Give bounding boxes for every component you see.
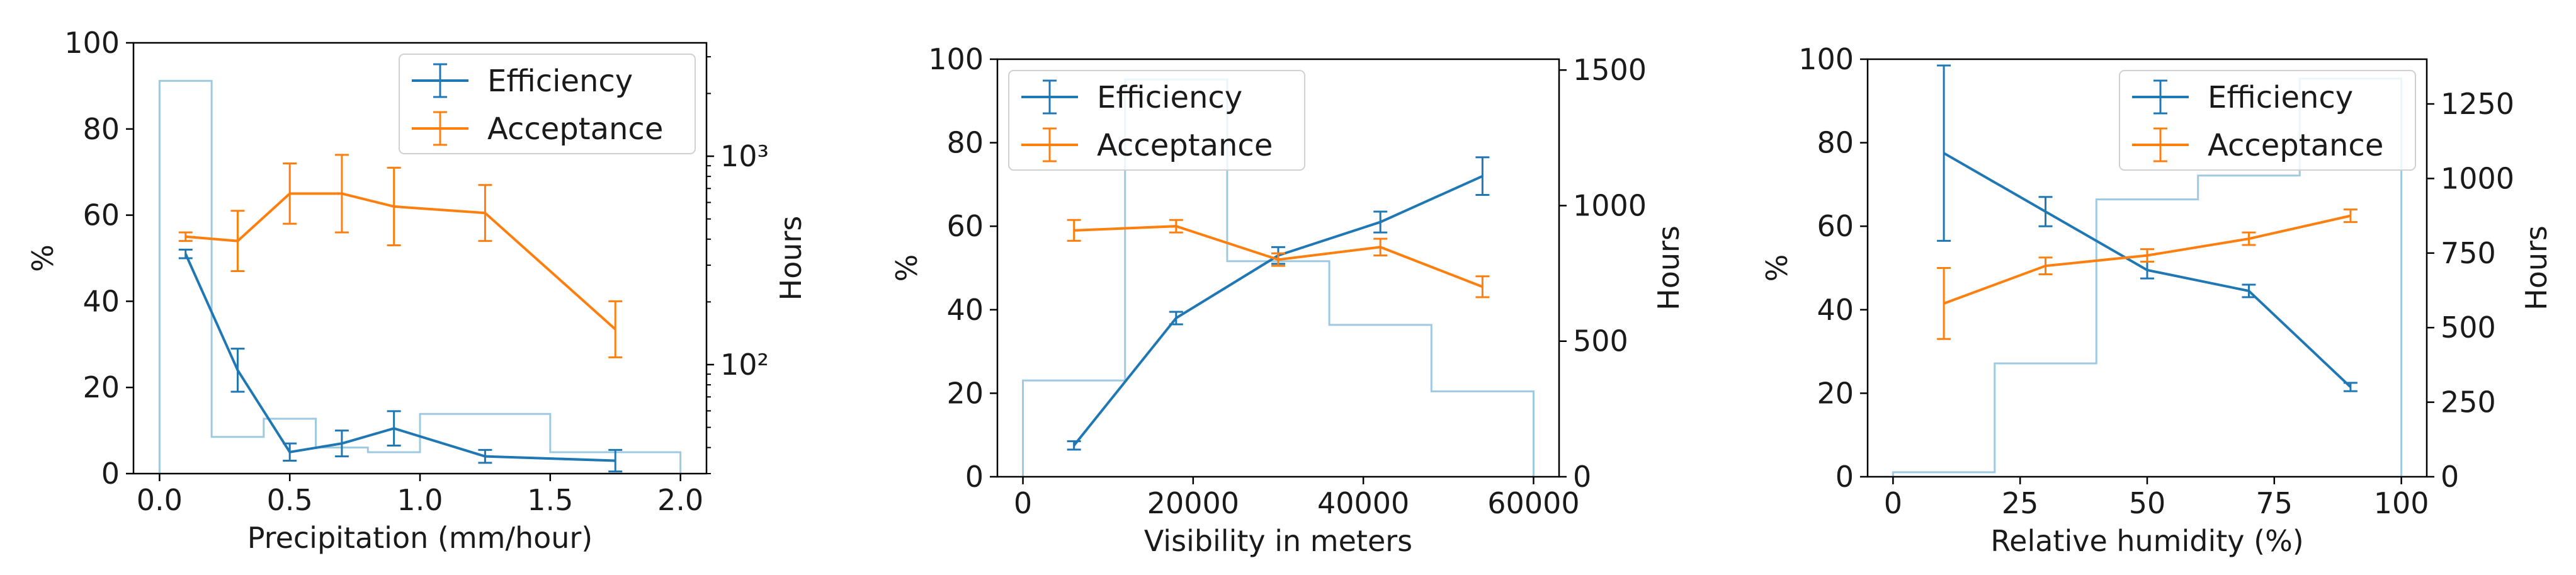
y2-axis-label: Hours bbox=[2519, 225, 2553, 310]
y-axis-label: % bbox=[26, 244, 60, 272]
x-tick-label: 75 bbox=[2256, 486, 2293, 520]
y2-tick-label: 500 bbox=[2441, 310, 2496, 344]
x-axis-label: Precipitation (mm/hour) bbox=[247, 521, 593, 555]
x-tick-label: 20000 bbox=[1147, 486, 1239, 520]
y-tick-label: 80 bbox=[946, 126, 984, 160]
y-tick-label: 100 bbox=[64, 26, 120, 60]
legend: Efficiency Acceptance bbox=[2119, 70, 2416, 171]
x-tick-label: 2.0 bbox=[657, 483, 703, 517]
y2-tick-label: 250 bbox=[2441, 385, 2496, 419]
legend: Efficiency Acceptance bbox=[1008, 70, 1305, 171]
legend-box bbox=[2119, 70, 2416, 171]
y-tick-label: 60 bbox=[82, 198, 120, 232]
x-axis-label: Relative humidity (%) bbox=[1990, 524, 2304, 558]
x-tick-label: 40000 bbox=[1317, 486, 1409, 520]
x-tick-label: 25 bbox=[2002, 486, 2039, 520]
acceptance-line bbox=[185, 192, 616, 331]
x-tick-label: 1.5 bbox=[527, 483, 573, 517]
y-tick-label: 100 bbox=[928, 42, 984, 76]
legend-label-acceptance: Acceptance bbox=[2208, 128, 2383, 163]
y2-tick-label: 0 bbox=[2441, 460, 2459, 494]
y-axis-label: % bbox=[1760, 254, 1794, 282]
axes-frame bbox=[996, 58, 1560, 478]
y-tick-label: 80 bbox=[82, 112, 120, 146]
x-tick-label: 0.0 bbox=[137, 483, 183, 517]
legend-label-acceptance: Acceptance bbox=[487, 111, 663, 147]
x-tick-label: 100 bbox=[2374, 486, 2429, 520]
legend-label-efficiency: Efficiency bbox=[2208, 80, 2353, 115]
x-tick-label: 1.0 bbox=[397, 483, 443, 517]
chart-panel-humidity: 0 25 50 75 100020406080100025050075010001250… bbox=[1760, 42, 2553, 558]
y-tick-label: 100 bbox=[1798, 42, 1854, 76]
y-tick-label: 80 bbox=[1817, 126, 1854, 160]
legend-box bbox=[399, 54, 696, 154]
x-tick-label: 0 bbox=[1014, 486, 1032, 520]
legend-box bbox=[1008, 70, 1305, 171]
y-tick-label: 0 bbox=[1836, 460, 1854, 494]
x-tick-label: 0.5 bbox=[267, 483, 313, 517]
y2-tick-label: 1500 bbox=[1573, 53, 1647, 87]
y-tick-label: 40 bbox=[946, 293, 984, 327]
y-tick-label: 60 bbox=[1817, 209, 1854, 243]
y-tick-label: 40 bbox=[82, 284, 120, 318]
x-axis-label: Visibility in meters bbox=[1144, 524, 1412, 558]
y2-tick-label: 1000 bbox=[1573, 188, 1647, 222]
y-tick-label: 20 bbox=[946, 376, 984, 410]
y2-axis-label: Hours bbox=[774, 216, 808, 301]
x-tick-label: 60000 bbox=[1487, 486, 1579, 520]
y-tick-label: 20 bbox=[1817, 376, 1854, 410]
legend-label-acceptance: Acceptance bbox=[1097, 128, 1273, 163]
y-tick-label: 0 bbox=[101, 457, 120, 491]
chart-panel-precipitation: 0.0 0.5 1.0 1.5 2.0 0 20 40 60 80 100 10² 10³ Precipi… bbox=[26, 26, 808, 555]
x-tick-label: 0 bbox=[1884, 486, 1902, 520]
legend: Efficiency Acceptance bbox=[399, 54, 696, 154]
y2-tick-label: 500 bbox=[1573, 324, 1628, 358]
y2-tick-label: 10² bbox=[720, 348, 769, 382]
y-tick-label: 20 bbox=[82, 370, 120, 404]
chart-panel-visibility: 0 20000 40000 60000020406080100050010001500… bbox=[890, 42, 1686, 558]
y2-tick-label: 0 bbox=[1573, 460, 1591, 494]
y2-tick-label: 10³ bbox=[720, 139, 769, 173]
legend-label-efficiency: Efficiency bbox=[1097, 80, 1242, 115]
y2-axis-label: Hours bbox=[1652, 225, 1686, 310]
y-tick-label: 60 bbox=[946, 209, 984, 243]
y2-tick-label: 1000 bbox=[2441, 161, 2514, 195]
y2-tick-label: 1250 bbox=[2441, 87, 2514, 121]
x-tick-label: 50 bbox=[2129, 486, 2166, 520]
efficiency-line bbox=[1073, 174, 1484, 447]
y-tick-label: 40 bbox=[1817, 293, 1854, 327]
y2-tick-label: 750 bbox=[2441, 236, 2496, 270]
y-tick-label: 0 bbox=[965, 460, 984, 494]
legend-label-efficiency: Efficiency bbox=[487, 64, 633, 99]
y-axis-label: % bbox=[890, 254, 924, 282]
